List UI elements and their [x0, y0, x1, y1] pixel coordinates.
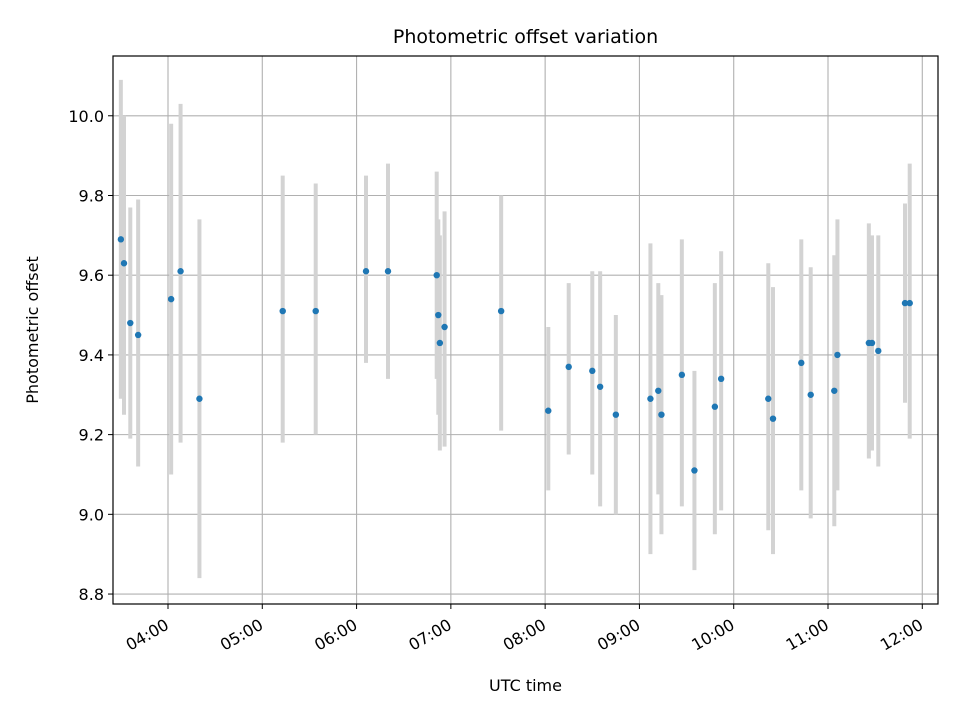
data-point	[362, 268, 370, 275]
data-point	[279, 307, 286, 315]
data-point	[655, 387, 662, 394]
data-point	[497, 307, 505, 315]
data-point	[901, 299, 909, 307]
data-point	[120, 260, 128, 267]
data-point	[196, 395, 203, 402]
data-point	[384, 268, 392, 275]
data-point	[177, 268, 184, 275]
x-axis-label: UTC time	[489, 676, 562, 695]
data-points	[117, 236, 913, 474]
y-axis-label: Photometric offset	[23, 256, 42, 404]
axes-frame	[112, 55, 939, 605]
data-point	[807, 391, 814, 398]
chart-title: Photometric offset variation	[393, 26, 658, 48]
data-point	[433, 272, 440, 279]
y-tick-label: 10.0	[68, 107, 104, 126]
data-point	[127, 319, 134, 327]
data-point	[875, 347, 882, 355]
data-point	[711, 403, 719, 410]
data-point	[831, 387, 838, 394]
data-point	[678, 371, 686, 379]
data-point	[765, 395, 772, 402]
data-point	[545, 407, 552, 414]
data-point	[435, 311, 442, 319]
data-point	[436, 339, 444, 347]
data-point	[691, 467, 698, 474]
data-point	[117, 236, 125, 243]
y-tick-label: 9.2	[79, 426, 104, 445]
data-point	[589, 367, 596, 375]
data-point	[167, 295, 175, 303]
data-point	[906, 299, 913, 307]
y-axis-ticks: 8.8 9.0 9.2 9.4 9.6 9.8 10.0	[68, 107, 113, 604]
data-point	[769, 415, 777, 422]
data-point	[798, 359, 805, 367]
y-tick-label: 9.4	[79, 346, 104, 365]
data-point	[868, 339, 876, 347]
data-point	[134, 331, 142, 339]
y-tick-label: 9.8	[79, 186, 104, 205]
y-tick-label: 8.8	[79, 585, 104, 604]
data-point	[565, 363, 572, 371]
data-point	[612, 411, 620, 418]
data-point	[647, 395, 654, 402]
data-point	[312, 307, 319, 315]
data-point	[717, 375, 725, 383]
y-tick-label: 9.0	[79, 505, 104, 524]
y-tick-label: 9.6	[79, 266, 104, 285]
data-point	[834, 351, 841, 359]
data-point	[658, 411, 665, 418]
data-point	[441, 323, 448, 331]
data-point	[596, 383, 604, 390]
